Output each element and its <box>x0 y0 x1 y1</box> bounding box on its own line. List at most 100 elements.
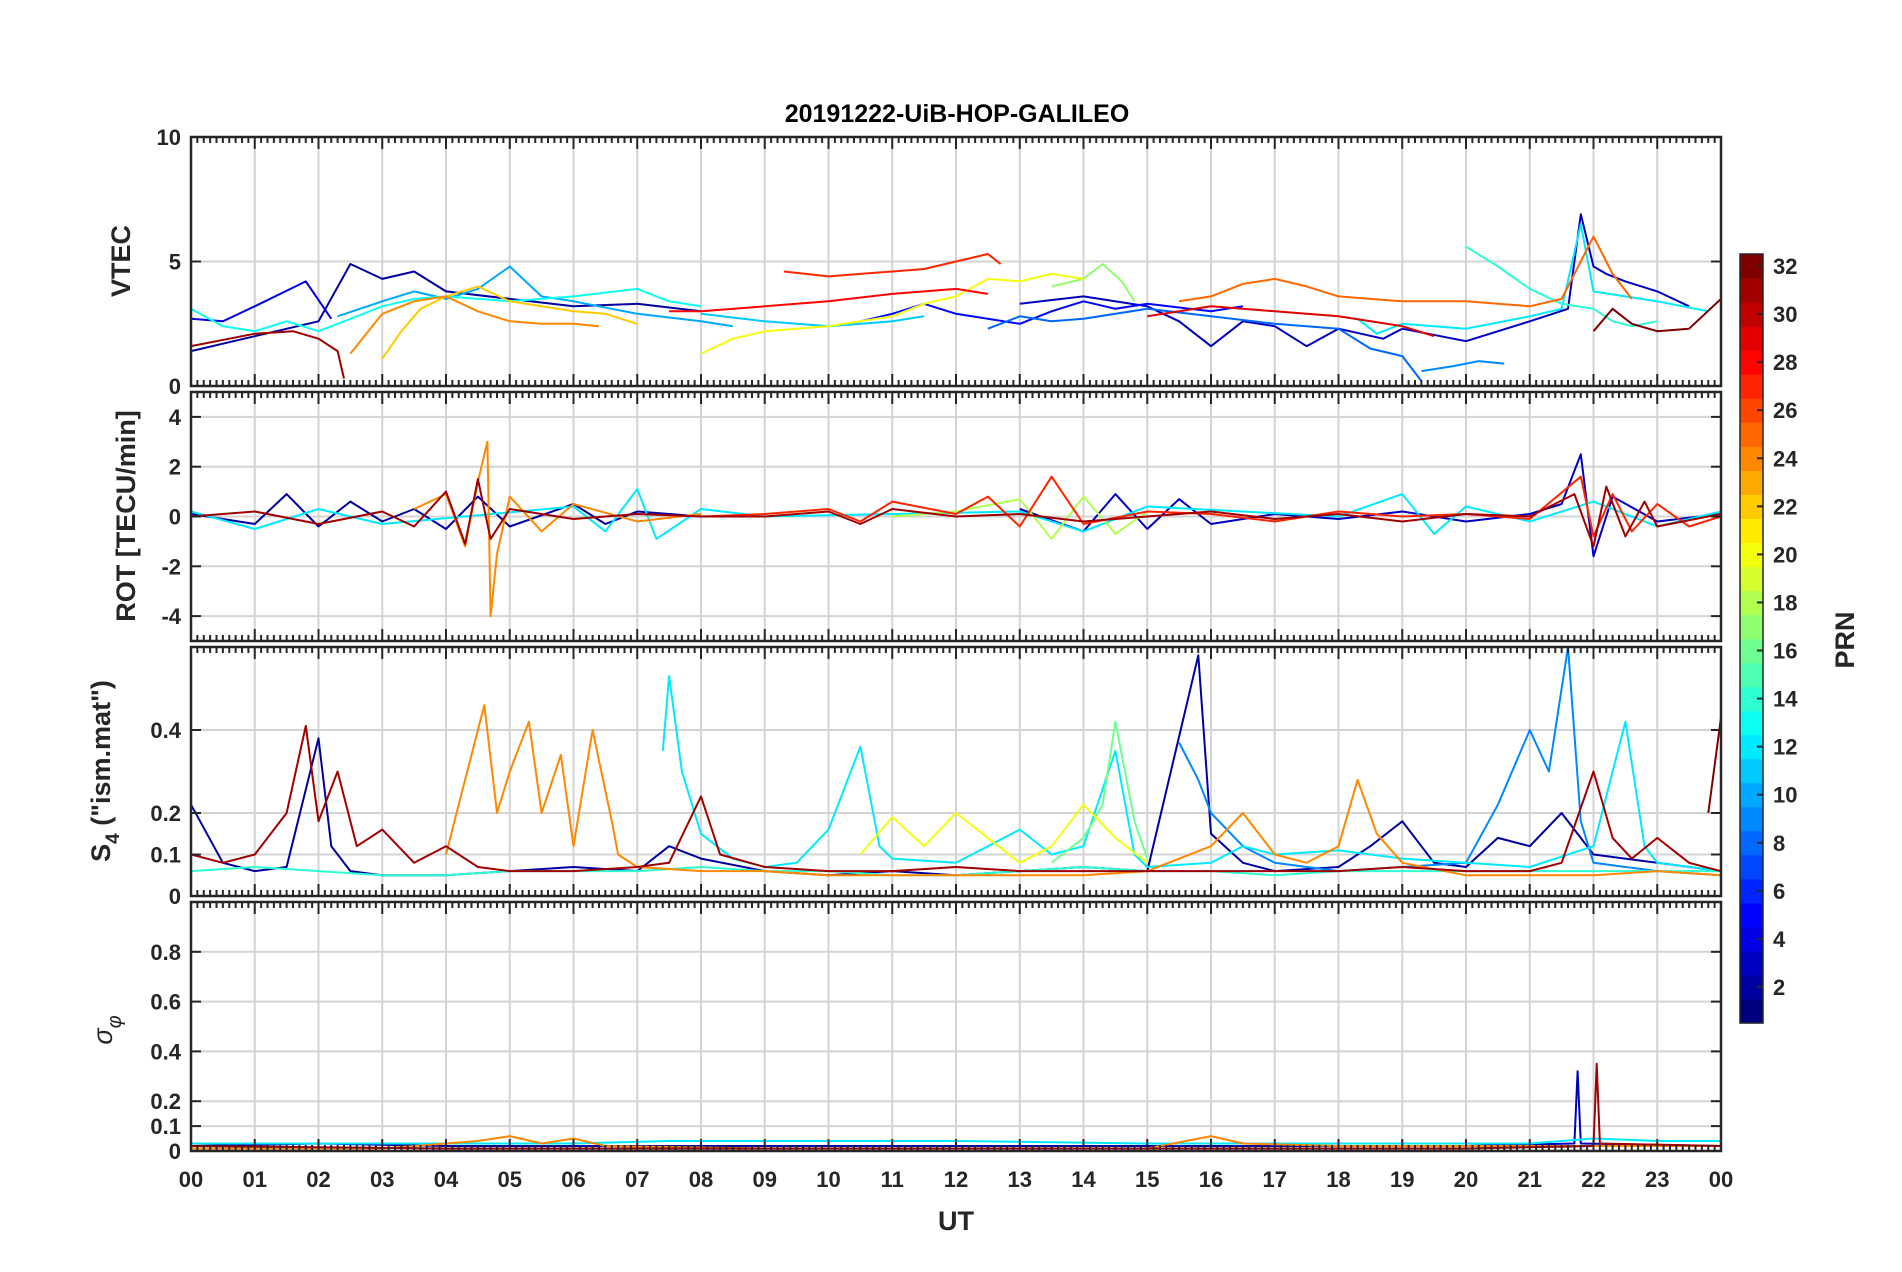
x-tick-label: 02 <box>306 1167 330 1192</box>
x-tick-label: 07 <box>625 1167 649 1192</box>
colorbar-tick-label: 12 <box>1773 735 1797 760</box>
colorbar-band <box>1740 878 1763 904</box>
colorbar-band <box>1740 518 1763 543</box>
rot-y-tick-labels: -4 -2 0 2 4 <box>161 405 181 629</box>
s4-ylabel: S4 ("ism.mat") <box>86 680 124 862</box>
x-axis-label: UT <box>938 1206 974 1236</box>
vtec-trace-prn-28 <box>669 287 989 313</box>
rot-y-tick-label: 2 <box>169 455 181 480</box>
colorbar-band <box>1740 590 1763 616</box>
x-tick-label: 05 <box>498 1167 522 1192</box>
vtec-trace-prn-13 <box>191 287 702 333</box>
x-tick-label: 10 <box>816 1167 840 1192</box>
x-tick-label: 21 <box>1518 1167 1542 1192</box>
colorbar-tick-label: 24 <box>1773 446 1798 471</box>
colorbar-tick-label: 8 <box>1773 831 1785 856</box>
rot-grid <box>191 392 1721 641</box>
x-tick-label: 20 <box>1454 1167 1478 1192</box>
s4-ticks <box>190 647 1722 897</box>
colorbar-tick-label: 14 <box>1773 687 1798 712</box>
x-tick-label: 04 <box>434 1167 459 1192</box>
vtec-trace-prn-32 <box>1592 298 1721 333</box>
colorbar-band <box>1740 398 1763 423</box>
colorbar-band <box>1740 494 1763 519</box>
colorbar-band <box>1740 350 1763 375</box>
vtec-grid <box>191 137 1721 386</box>
s4-y-tick-labels: 0 0.1 0.2 0.4 <box>150 718 181 909</box>
colorbar-band <box>1740 710 1763 736</box>
colorbar-band <box>1740 998 1763 1024</box>
colorbar-band <box>1740 614 1763 640</box>
x-tick-label: 18 <box>1326 1167 1350 1192</box>
x-tick-label: 19 <box>1390 1167 1414 1192</box>
colorbar-band <box>1740 470 1763 495</box>
vtec-trace-prn-20 <box>700 272 1084 355</box>
rot-y-tick-label: 4 <box>169 405 182 430</box>
panel-vtec: 0 5 10 VTEC <box>106 125 1723 399</box>
colorbar-band <box>1740 326 1763 351</box>
s4-trace-prn-24 <box>445 704 1721 877</box>
sigma-phi-grid <box>191 902 1721 1151</box>
colorbar-band <box>1740 374 1763 399</box>
x-tick-label: 00 <box>179 1167 203 1192</box>
x-tick-label: 23 <box>1645 1167 1669 1192</box>
colorbar-band <box>1740 950 1763 976</box>
vtec-trace-prn-24 <box>349 295 600 355</box>
chart-title: 20191222-UiB-HOP-GALILEO <box>785 100 1130 128</box>
vtec-y-tick-label: 10 <box>157 125 181 150</box>
s4-trace-prn-32 <box>1707 717 1721 814</box>
vtec-trace-prn-22 <box>381 285 638 360</box>
colorbar-band <box>1740 542 1763 568</box>
x-tick-label: 00 <box>1709 1167 1733 1192</box>
x-tick-labels: 00 01 02 03 04 05 06 07 08 09 10 11 12 13 14 15 16 17 18 19… <box>179 1167 1733 1192</box>
s4-trace-prn-9 <box>1178 647 1721 877</box>
rot-trace-prn-27 <box>700 475 1721 538</box>
rot-trace-prn-31 <box>191 478 1721 548</box>
colorbar-band <box>1740 854 1763 880</box>
vtec-trace-prn-3 <box>1019 213 1690 348</box>
colorbar-frame <box>1739 253 1764 1024</box>
s4-trace-prn-20 <box>859 803 1148 864</box>
colorbar-tick-label: 30 <box>1773 302 1797 327</box>
colorbar-band <box>1740 758 1763 784</box>
colorbar-band <box>1740 278 1763 303</box>
colorbar-band <box>1740 734 1763 760</box>
x-tick-label: 11 <box>881 1167 904 1192</box>
vtec-trace-prn-10 <box>337 265 734 328</box>
rot-trace-prn-24 <box>413 440 702 618</box>
x-tick-label: 03 <box>370 1167 394 1192</box>
vtec-traces <box>191 213 1721 382</box>
colorbar-tick-label: 16 <box>1773 639 1797 664</box>
sigma-phi-y-tick-label: 0 <box>169 1139 181 1164</box>
sigma-phi-y-tick-label: 0.1 <box>150 1114 181 1139</box>
colorbar-label: PRN <box>1830 611 1860 668</box>
vtec-trace-prn-29 <box>1147 305 1435 338</box>
colorbar-tick-label: 22 <box>1773 494 1797 519</box>
vtec-y-tick-label: 0 <box>169 374 181 399</box>
vtec-y-tick-labels: 0 5 10 <box>157 125 181 399</box>
vtec-trace-prn-12 <box>1356 223 1709 335</box>
x-tick-label: 01 <box>243 1167 267 1192</box>
colorbar-band <box>1740 926 1763 952</box>
rot-ylabel: ROT [TECU/min] <box>111 410 141 621</box>
sigma-phi-y-tick-label: 0.6 <box>150 990 181 1015</box>
colorbar-band <box>1740 806 1763 832</box>
sigma-phi-y-tick-labels: 00.10.2 0.4 0.6 0.8 <box>150 940 181 1164</box>
colorbar-band <box>1740 638 1763 664</box>
x-tick-label: 16 <box>1199 1167 1223 1192</box>
colorbar-band <box>1740 686 1763 712</box>
colorbar-band <box>1740 446 1763 471</box>
vtec-y-tick-label: 5 <box>169 250 181 275</box>
colorbar-tick-label: 26 <box>1773 398 1797 423</box>
x-tick-label: 14 <box>1071 1167 1096 1192</box>
rot-y-tick-label: 0 <box>169 505 181 530</box>
colorbar-band <box>1740 782 1763 808</box>
colorbar-tick-label: 18 <box>1773 590 1797 615</box>
vtec-trace-prn-14 <box>1465 245 1658 328</box>
colorbar-band <box>1740 974 1763 1000</box>
s4-trace-prn-31 <box>191 724 1721 873</box>
rot-ticks <box>190 392 1722 641</box>
